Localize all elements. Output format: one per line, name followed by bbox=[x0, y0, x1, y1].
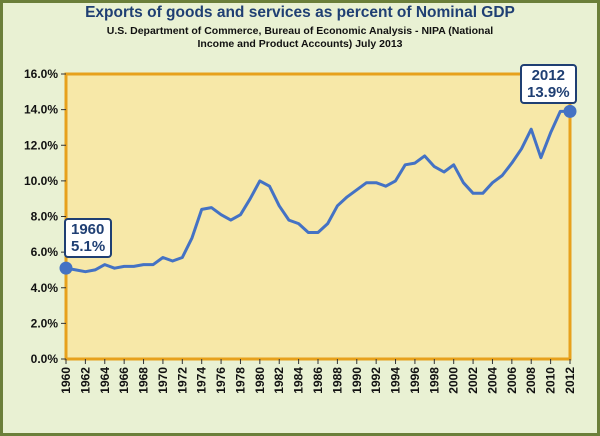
x-tick-label: 1994 bbox=[389, 367, 403, 394]
x-tick-label: 1986 bbox=[311, 367, 325, 394]
x-tick-label: 1988 bbox=[330, 367, 344, 394]
x-tick-label: 1978 bbox=[233, 367, 247, 394]
y-tick-label: 4.0% bbox=[31, 281, 59, 295]
y-tick-label: 12.0% bbox=[24, 138, 58, 152]
x-tick-label: 2010 bbox=[544, 367, 558, 394]
x-tick-label: 2004 bbox=[485, 367, 499, 394]
callout-end-year: 2012 bbox=[531, 67, 565, 84]
y-tick-label: 10.0% bbox=[24, 174, 58, 188]
x-tick-label: 1980 bbox=[253, 367, 267, 394]
x-tick-label: 1964 bbox=[98, 367, 112, 394]
marker-2012 bbox=[563, 104, 577, 118]
x-tick-label: 2008 bbox=[524, 367, 538, 394]
x-tick-label: 1992 bbox=[369, 367, 383, 394]
x-tick-label: 1982 bbox=[272, 367, 286, 394]
x-tick-label: 1990 bbox=[350, 367, 364, 394]
x-tick-label: 1984 bbox=[292, 367, 306, 394]
x-tick-label: 2002 bbox=[466, 367, 480, 394]
chart-subtitle-line2: Income and Product Accounts) July 2013 bbox=[197, 38, 403, 50]
chart-title: Exports of goods and services as percent… bbox=[85, 4, 515, 21]
x-tick-label: 1974 bbox=[195, 367, 209, 394]
y-tick-label: 14.0% bbox=[24, 103, 58, 117]
x-tick-label: 1972 bbox=[175, 367, 189, 394]
x-tick-label: 2006 bbox=[505, 367, 519, 394]
callout-start: 1960 5.1% bbox=[64, 218, 113, 258]
callout-end-value: 13.9% bbox=[527, 84, 570, 101]
x-tick-label: 1996 bbox=[408, 367, 422, 394]
plot-area bbox=[64, 72, 572, 361]
callout-start-year: 1960 bbox=[71, 221, 105, 238]
x-tick-label: 1968 bbox=[137, 367, 151, 394]
callout-end: 2012 13.9% bbox=[520, 64, 577, 104]
x-tick-label: 1966 bbox=[117, 367, 131, 394]
y-tick-label: 0.0% bbox=[31, 352, 59, 366]
x-tick-label: 1976 bbox=[214, 367, 228, 394]
callout-start-value: 5.1% bbox=[71, 238, 106, 255]
x-tick-label: 2000 bbox=[447, 367, 461, 394]
x-tick-label: 1960 bbox=[59, 367, 73, 394]
y-tick-label: 8.0% bbox=[31, 210, 59, 224]
x-tick-label: 1970 bbox=[156, 367, 170, 394]
y-tick-label: 16.0% bbox=[24, 67, 58, 81]
series-line-exports bbox=[65, 109, 570, 274]
chart-subtitle-line1: U.S. Department of Commerce, Bureau of E… bbox=[106, 25, 494, 37]
x-tick-label: 2012 bbox=[563, 367, 577, 394]
y-tick-label: 2.0% bbox=[31, 316, 59, 330]
x-tick-label: 1962 bbox=[78, 367, 92, 394]
y-tick-label: 6.0% bbox=[31, 245, 59, 259]
marker-1960 bbox=[59, 261, 73, 275]
x-tick-label: 1998 bbox=[427, 367, 441, 394]
